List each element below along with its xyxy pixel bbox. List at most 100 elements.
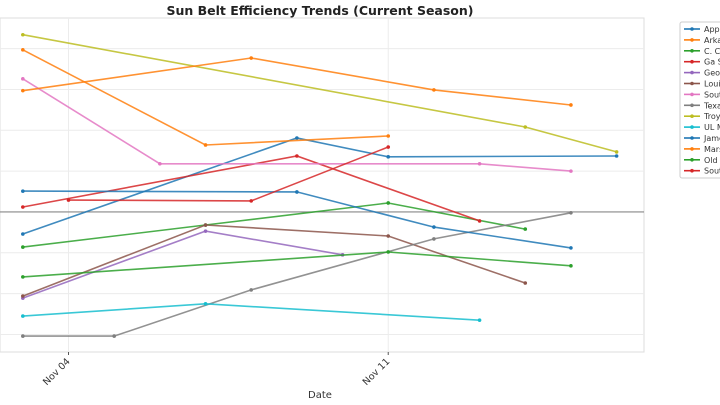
- legend-label: Arka: [704, 36, 720, 45]
- series-6: [21, 77, 573, 173]
- legend-item: UL M: [684, 123, 720, 132]
- legend-item: Texa: [684, 101, 720, 110]
- series-line: [22, 57, 571, 106]
- legend-marker: [690, 158, 694, 162]
- data-point: [386, 234, 391, 238]
- plot-area: [0, 17, 645, 353]
- data-point: [569, 264, 573, 268]
- series-13: [66, 145, 391, 203]
- legend-label: Sout: [704, 90, 720, 99]
- data-point: [249, 56, 254, 60]
- data-point: [21, 294, 25, 298]
- data-point: [569, 246, 573, 250]
- data-point: [21, 189, 25, 193]
- legend-label: Texa: [703, 101, 720, 110]
- data-point: [523, 281, 528, 285]
- series-line: [22, 78, 571, 172]
- legend-item: Geo: [684, 69, 720, 78]
- data-point: [203, 143, 208, 147]
- series-line: [22, 202, 526, 248]
- legend-label: Sout: [704, 167, 720, 176]
- data-point: [614, 150, 619, 154]
- x-axis-label: Date: [308, 390, 332, 401]
- legend-label: Ga S: [704, 58, 720, 67]
- data-point: [66, 198, 71, 202]
- legend-marker: [690, 114, 694, 118]
- legend-item: Ga S: [684, 58, 720, 67]
- series-line: [22, 224, 526, 297]
- legend-label: Old: [704, 156, 718, 165]
- legend-label: Geo: [704, 69, 720, 78]
- series-8: [21, 32, 619, 154]
- data-point: [386, 250, 391, 254]
- data-point: [477, 318, 482, 322]
- data-point: [386, 145, 391, 149]
- data-point: [249, 288, 254, 292]
- data-point: [432, 237, 436, 241]
- data-point: [203, 223, 208, 227]
- data-point: [21, 275, 25, 279]
- legend-item: Old: [684, 156, 718, 165]
- series-7: [21, 210, 573, 338]
- legend-label: Mars: [704, 145, 720, 154]
- legend-item: Loui: [684, 80, 720, 89]
- data-point: [21, 88, 25, 93]
- data-point: [249, 199, 254, 203]
- data-point: [432, 225, 436, 229]
- data-point: [569, 103, 573, 107]
- legend-item: Mars: [684, 145, 720, 154]
- legend-label: UL M: [704, 123, 720, 132]
- legend-marker: [690, 38, 694, 42]
- legend-marker: [690, 136, 694, 140]
- x-tick-label: Nov 04: [41, 356, 73, 388]
- legend-marker: [690, 125, 694, 129]
- legend-item: Sout: [684, 90, 720, 99]
- legend-item: Troy: [684, 112, 720, 121]
- data-point: [21, 245, 25, 249]
- data-point: [21, 334, 25, 338]
- data-point: [295, 136, 299, 140]
- series-0: [21, 136, 619, 236]
- legend-item: Arka: [684, 36, 720, 45]
- legend-label: C. C: [704, 47, 720, 56]
- data-point: [21, 32, 25, 37]
- data-point: [569, 169, 573, 173]
- series-5: [21, 223, 528, 298]
- series-12: [21, 250, 573, 279]
- data-point: [477, 161, 482, 166]
- series-line: [22, 190, 572, 249]
- series-10: [21, 189, 573, 250]
- data-point: [386, 201, 391, 205]
- data-point: [203, 229, 208, 233]
- data-point: [295, 154, 299, 158]
- data-point: [477, 219, 482, 223]
- legend-item: Appa: [684, 25, 720, 34]
- legend-label: Troy: [703, 112, 720, 121]
- legend-label: Loui: [704, 80, 720, 89]
- data-point: [569, 210, 573, 215]
- data-point: [523, 125, 528, 129]
- data-point: [432, 88, 436, 92]
- x-tick-label: Nov 11: [361, 356, 393, 388]
- data-point: [21, 48, 25, 52]
- data-point: [158, 161, 162, 166]
- series-lines: [21, 32, 619, 338]
- legend-marker: [690, 27, 694, 31]
- data-point: [112, 334, 116, 338]
- legend-box: [679, 21, 720, 179]
- data-point: [21, 205, 25, 209]
- legend-item: Sout: [684, 167, 720, 176]
- data-point: [21, 314, 25, 318]
- grid: [0, 17, 645, 353]
- legend-marker: [690, 147, 694, 151]
- series-11: [21, 56, 573, 107]
- legend-marker: [690, 103, 694, 108]
- legend-item: Jame: [684, 134, 720, 143]
- legend-marker: [690, 92, 694, 97]
- data-point: [386, 134, 391, 138]
- legend-marker: [690, 70, 694, 75]
- chart-title: Sun Belt Efficiency Trends (Current Seas…: [166, 3, 473, 18]
- data-point: [21, 232, 25, 236]
- x-ticks: Nov 04 Nov 11: [41, 352, 392, 388]
